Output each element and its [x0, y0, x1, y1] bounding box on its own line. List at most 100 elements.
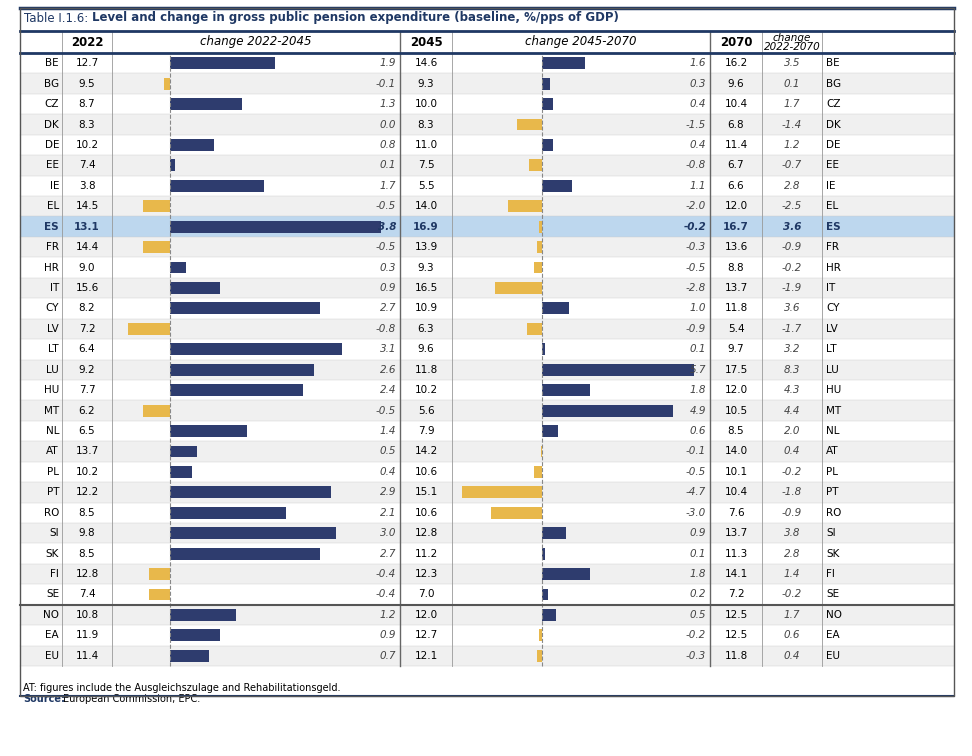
Text: PL: PL [47, 467, 59, 477]
Text: HR: HR [44, 262, 59, 273]
Bar [169, 466, 191, 478]
Text: 8.5: 8.5 [79, 549, 95, 559]
Text: -0.4: -0.4 [376, 569, 396, 579]
Text: 10.0: 10.0 [414, 99, 437, 109]
Bar [169, 630, 220, 641]
Bar [20, 53, 954, 73]
Text: -0.9: -0.9 [781, 242, 802, 252]
Text: 3.6: 3.6 [782, 222, 801, 231]
Text: FI: FI [826, 569, 835, 579]
Text: -0.5: -0.5 [376, 242, 396, 252]
Text: 12.5: 12.5 [724, 610, 747, 620]
Text: 10.2: 10.2 [76, 467, 98, 477]
Text: 10.1: 10.1 [724, 467, 747, 477]
Bar [20, 380, 954, 401]
Text: MT: MT [826, 405, 841, 416]
Text: 9.2: 9.2 [79, 364, 95, 375]
Text: 2.8: 2.8 [783, 181, 800, 191]
Text: 13.7: 13.7 [724, 528, 747, 538]
Text: DK: DK [826, 119, 841, 129]
Text: DE: DE [826, 140, 841, 150]
Text: 8.3: 8.3 [418, 119, 434, 129]
Bar [20, 216, 954, 237]
Bar [169, 98, 242, 110]
Text: 12.8: 12.8 [76, 569, 98, 579]
Bar [149, 568, 169, 580]
Text: 8.8: 8.8 [728, 262, 745, 273]
Text: 13.7: 13.7 [724, 283, 747, 293]
Text: 0.9: 0.9 [379, 631, 396, 640]
Text: PT: PT [826, 488, 839, 497]
Text: 1.9: 1.9 [379, 58, 396, 68]
Bar [169, 262, 187, 274]
Bar [542, 364, 694, 376]
Bar [538, 630, 542, 641]
Bar [538, 241, 542, 253]
Text: 0.4: 0.4 [783, 447, 800, 457]
Text: 5.6: 5.6 [418, 405, 434, 416]
Text: 1.8: 1.8 [689, 569, 706, 579]
Text: -0.2: -0.2 [781, 590, 802, 600]
Text: 14.6: 14.6 [414, 58, 437, 68]
Text: 15.6: 15.6 [76, 283, 98, 293]
Bar [169, 139, 214, 151]
Bar [20, 277, 954, 298]
Text: 16.5: 16.5 [414, 283, 437, 293]
Text: ES: ES [45, 222, 59, 231]
Text: EL: EL [826, 201, 838, 211]
Bar [527, 323, 542, 335]
Bar [20, 646, 954, 666]
Text: 14.5: 14.5 [76, 201, 98, 211]
Text: 3.6: 3.6 [783, 303, 800, 314]
Text: SI: SI [50, 528, 59, 538]
Text: HU: HU [44, 385, 59, 395]
Text: -0.3: -0.3 [686, 242, 706, 252]
Text: change: change [773, 33, 812, 43]
Text: 3.5: 3.5 [783, 58, 800, 68]
Text: 1.4: 1.4 [379, 426, 396, 436]
Text: FR: FR [826, 242, 839, 252]
Text: 2045: 2045 [409, 36, 442, 48]
Text: AT: AT [47, 447, 59, 457]
Text: NO: NO [43, 610, 59, 620]
Text: 8.2: 8.2 [79, 303, 95, 314]
Text: -0.2: -0.2 [686, 631, 706, 640]
Bar [169, 180, 264, 192]
Text: 7.4: 7.4 [79, 590, 95, 600]
Text: BG: BG [44, 79, 59, 88]
Bar [20, 114, 954, 135]
Bar [149, 589, 169, 600]
Text: MT: MT [44, 405, 59, 416]
Text: 0.4: 0.4 [689, 140, 706, 150]
Text: 9.3: 9.3 [418, 262, 434, 273]
Text: -1.9: -1.9 [781, 283, 802, 293]
Text: -1.4: -1.4 [781, 119, 802, 129]
Text: 11.4: 11.4 [76, 651, 98, 661]
Text: SE: SE [46, 590, 59, 600]
Text: 12.5: 12.5 [724, 631, 747, 640]
Text: 9.8: 9.8 [79, 528, 95, 538]
Text: 7.2: 7.2 [79, 324, 95, 334]
Text: 12.7: 12.7 [414, 631, 437, 640]
Bar [20, 523, 954, 544]
Text: 0.4: 0.4 [783, 651, 800, 661]
Text: 3.8: 3.8 [79, 181, 95, 191]
Text: CY: CY [826, 303, 840, 314]
Bar [542, 78, 550, 89]
Text: 2.9: 2.9 [379, 488, 396, 497]
Text: SI: SI [826, 528, 836, 538]
Text: IT: IT [826, 283, 835, 293]
Text: 0.1: 0.1 [379, 160, 396, 170]
Text: 6.7: 6.7 [728, 160, 745, 170]
Text: 9.0: 9.0 [79, 262, 95, 273]
Bar [164, 78, 169, 89]
Text: -0.2: -0.2 [781, 262, 802, 273]
Text: LU: LU [47, 364, 59, 375]
Bar [508, 200, 542, 212]
Bar [20, 257, 954, 277]
Bar [20, 175, 954, 196]
Text: 0.5: 0.5 [689, 610, 706, 620]
Bar [20, 625, 954, 646]
Bar [20, 237, 954, 257]
Text: 4.9: 4.9 [689, 405, 706, 416]
